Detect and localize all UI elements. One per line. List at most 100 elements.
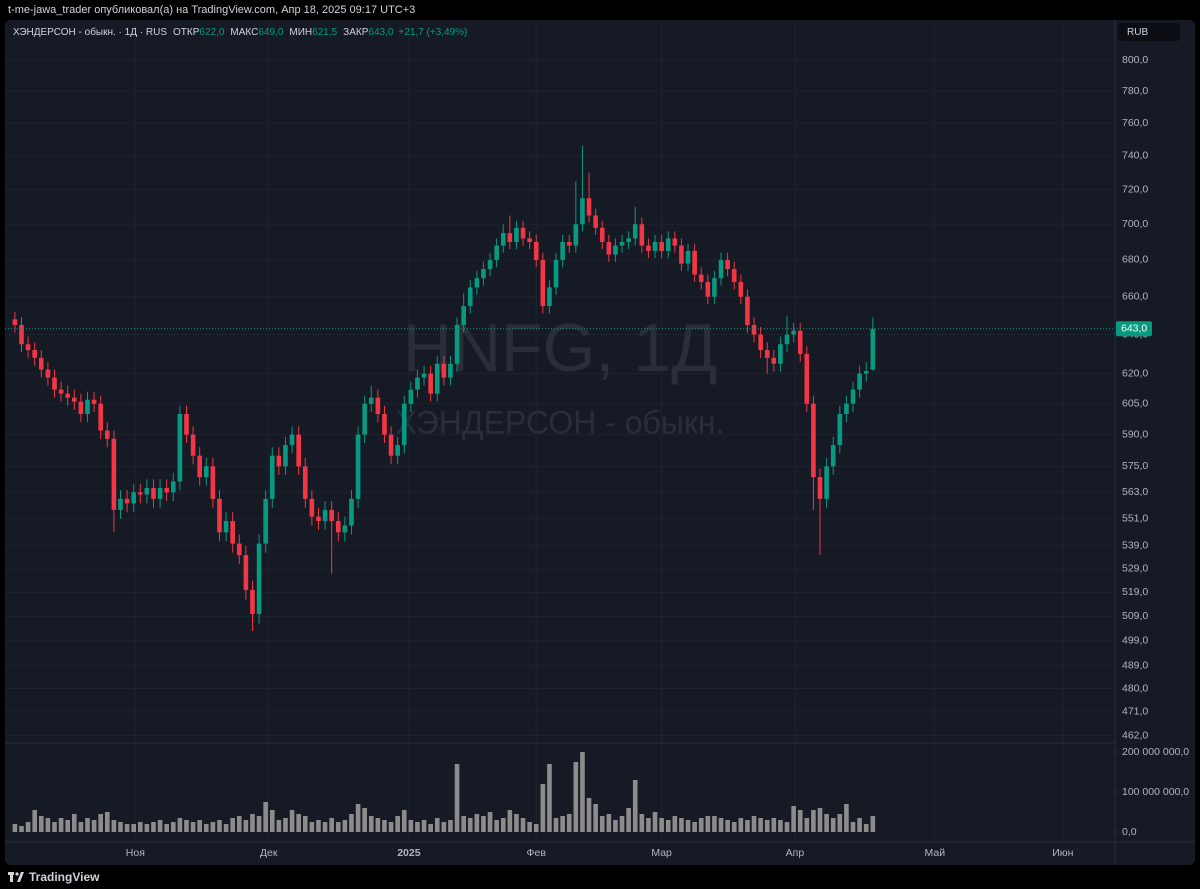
candle-body <box>236 543 242 556</box>
candle-body <box>428 373 433 394</box>
candle-body <box>263 498 268 544</box>
volume-bar <box>738 818 744 832</box>
volume-bar <box>784 822 790 832</box>
volume-bar <box>507 810 513 832</box>
volume-bar <box>500 818 506 832</box>
watermark-subtitle: ХЭНДЕРСОН - обыкн. <box>396 404 725 440</box>
candle-body <box>217 498 222 533</box>
candle-body <box>309 498 315 517</box>
volume-bar <box>599 816 605 832</box>
volume-bar <box>362 808 367 832</box>
candle-body <box>764 350 770 358</box>
volume-bar <box>85 818 90 832</box>
volume-bar <box>329 818 334 832</box>
volume-bar <box>124 824 130 832</box>
volume-tick-label: 200 000 000,0 <box>1122 746 1189 758</box>
candle-body <box>362 403 367 435</box>
candle-body <box>698 274 704 282</box>
candle-body <box>289 434 295 446</box>
candle-body <box>731 269 737 282</box>
volume-bar <box>850 822 856 832</box>
y-tick-label: 660,0 <box>1122 290 1148 302</box>
candle-body <box>177 413 183 482</box>
candle-body <box>355 434 361 499</box>
candle-body <box>12 319 18 325</box>
candle-body <box>850 389 856 404</box>
volume-bar <box>573 762 579 832</box>
publisher-line: t-me-jawa_trader опубликовал(а) на Tradi… <box>8 4 416 16</box>
candle-body <box>137 492 143 495</box>
volume-bar <box>527 822 532 832</box>
volume-bar <box>824 814 829 832</box>
candle-body <box>45 369 51 378</box>
volume-bar <box>804 818 810 832</box>
candle-body <box>573 224 579 246</box>
volume-bar <box>342 820 348 832</box>
volume-bar <box>467 818 473 832</box>
volume-bar <box>190 822 196 832</box>
volume-bar <box>355 804 361 832</box>
volume-bar <box>230 818 235 832</box>
volume-bar <box>494 820 499 832</box>
y-tick-label: 480,0 <box>1122 682 1148 694</box>
candle-body <box>474 278 480 288</box>
candle-body <box>230 521 235 544</box>
y-tick-label: 800,0 <box>1122 54 1148 66</box>
x-tick-label: Мар <box>651 847 672 859</box>
candle-body <box>415 377 420 390</box>
y-tick-label: 700,0 <box>1122 218 1148 230</box>
volume-bar <box>580 752 585 832</box>
volume-bar <box>368 816 374 832</box>
volume-bar <box>553 818 559 832</box>
candle-body <box>434 363 440 394</box>
candle-body <box>685 250 691 264</box>
volume-bar <box>19 826 24 832</box>
x-tick-label: Ноя <box>126 847 145 859</box>
volume-bar <box>520 818 526 832</box>
candle-body <box>25 344 31 351</box>
candle-body <box>151 487 156 499</box>
volume-bar <box>811 810 816 832</box>
currency[interactable]: RUB <box>1127 27 1148 38</box>
candle-body <box>131 492 136 504</box>
candle-body <box>494 245 499 260</box>
volume-bar <box>415 822 420 832</box>
volume-bar <box>718 818 724 832</box>
y-tick-label: 620,0 <box>1122 367 1148 379</box>
volume-bar <box>461 816 466 832</box>
volume-bar <box>560 816 565 832</box>
currency-badge[interactable] <box>1118 23 1180 41</box>
volume-bar <box>421 820 427 832</box>
volume-bar <box>619 816 625 832</box>
volume-bar <box>38 816 44 832</box>
candle-body <box>243 555 249 591</box>
y-tick-label: 471,0 <box>1122 706 1148 718</box>
candle-body <box>104 430 110 439</box>
candle-body <box>71 397 77 402</box>
volume-bar <box>276 820 282 832</box>
candle-body <box>118 498 123 510</box>
y-tick-label: 489,0 <box>1122 659 1148 671</box>
candle-body <box>586 198 592 216</box>
volume-bar <box>487 812 493 832</box>
volume-bar <box>335 822 341 832</box>
volume-bar <box>672 816 678 832</box>
y-tick-label: 539,0 <box>1122 540 1148 552</box>
volume-bar <box>613 820 618 832</box>
volume-bar <box>474 814 480 832</box>
volume-bar <box>111 820 117 832</box>
legend-field-value: 621,5 <box>312 27 337 38</box>
volume-bar <box>665 820 671 832</box>
volume-bar <box>692 822 697 832</box>
volume-bar <box>296 814 301 832</box>
candle-body <box>784 334 790 345</box>
candle-body <box>811 403 816 478</box>
candle-body <box>124 498 130 504</box>
volume-bar <box>78 822 84 832</box>
candle-body <box>250 590 255 614</box>
volume-bar <box>151 822 156 832</box>
candle-body <box>58 389 64 394</box>
footer: TradingView <box>8 870 99 884</box>
volume-bar <box>797 810 803 832</box>
